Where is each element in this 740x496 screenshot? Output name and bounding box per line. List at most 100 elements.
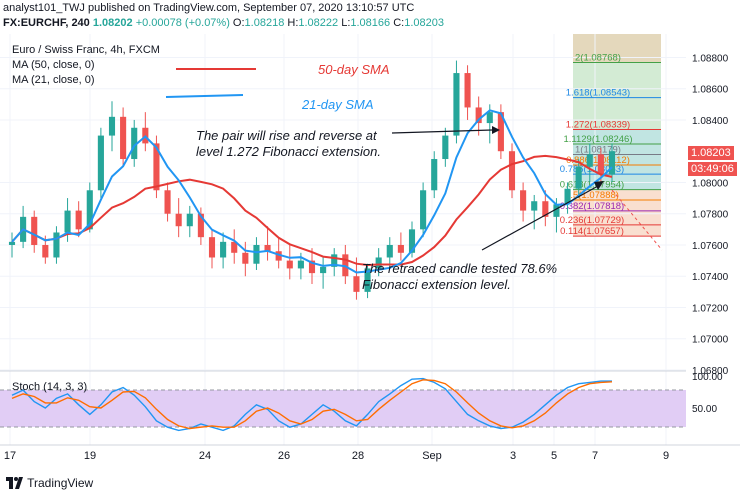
time-tick-label: 28: [352, 450, 364, 462]
candle-body: [297, 260, 304, 269]
sma21-legend-line: [165, 94, 244, 98]
fib-label: 1.1129(1.08246): [563, 134, 632, 145]
fib-zone-lower: [573, 189, 661, 237]
candle-body: [475, 107, 482, 124]
candle-body: [75, 210, 82, 230]
candle-body: [442, 135, 449, 160]
price-change: +0.00078 (+0.07%): [135, 17, 230, 29]
fib-label: 0.5(1.07888): [565, 190, 619, 201]
chart-canvas[interactable]: 2(1.08768) 1.618(1.08543) 1.272(1.08339) 1.…: [0, 0, 740, 472]
tradingview-logo[interactable]: TradingView: [6, 476, 93, 490]
candle-body: [308, 260, 316, 274]
candle-body: [186, 213, 193, 227]
price-tick-label: 1.06800: [692, 366, 729, 377]
time-tick-label: 3: [510, 450, 516, 462]
candle-body: [431, 159, 438, 191]
time-tick-label: 24: [199, 450, 211, 462]
current-price-tag: 1.08203: [688, 146, 734, 160]
time-tick-label: 7: [592, 450, 598, 462]
close-value: 1.08203: [404, 17, 444, 29]
fib-label: 0.382(1.07818): [560, 201, 624, 212]
annotation-1-line2: level 1.272 Fibonacci extension.: [196, 144, 382, 159]
candle-body: [197, 213, 204, 238]
price-tick-label: 1.07800: [692, 210, 729, 221]
annotation-arrowhead-1: [492, 126, 500, 134]
candle-body: [497, 112, 504, 152]
stoch-d-line: [11, 379, 613, 430]
price-axis: 1.08800 1.08600 1.08400 1.08000 1.07800 1.076…: [692, 53, 729, 377]
candle-body: [553, 204, 560, 217]
candle-body: [364, 268, 371, 292]
annotation-arrow-2: [481, 185, 599, 251]
candle-body: [597, 154, 604, 175]
stoch-lines: [11, 377, 613, 432]
fib-label: 1.272(1.08339): [566, 119, 630, 130]
time-tick-label: 26: [278, 450, 290, 462]
candle-body: [375, 257, 382, 269]
ma21-legend: MA (21, close, 0): [12, 74, 95, 86]
fib-label: 2(1.08768): [575, 52, 621, 63]
candle-body: [53, 232, 60, 258]
candle-body: [242, 252, 249, 264]
price-tick-label: 1.08800: [692, 53, 729, 64]
publish-info: analyst101_TWJ published on TradingView.…: [3, 2, 415, 14]
candle-body: [86, 190, 93, 230]
time-tick-label: 17: [4, 450, 16, 462]
candle-body: [131, 127, 138, 160]
candle-body: [453, 73, 460, 136]
candle-body: [286, 260, 293, 269]
candle-body: [64, 210, 71, 233]
candle-body: [108, 116, 116, 136]
sma21-line: [11, 109, 613, 274]
price-tick-label: 1.08400: [692, 116, 729, 127]
candle-body: [31, 216, 38, 245]
sma50-label: 50-day SMA: [318, 62, 390, 77]
fib-label: 0.114(1.07657): [560, 226, 624, 237]
stoch-legend: Stoch (14, 3, 3): [12, 381, 88, 393]
open-value: 1.08218: [244, 17, 285, 29]
candle-body: [120, 116, 127, 160]
candle-body: [231, 241, 238, 253]
candle-body: [608, 151, 616, 175]
candle-body: [564, 188, 571, 205]
brand-name: TradingView: [27, 476, 94, 490]
candle-body: [153, 143, 160, 191]
candle-body: [486, 112, 493, 124]
annotation-1-line1: The pair will rise and reverse at: [196, 128, 377, 143]
candle-body: [575, 166, 582, 189]
stoch-band: [0, 390, 686, 427]
candle-body: [408, 229, 416, 253]
price-axis-bg: [686, 34, 740, 472]
symbol-info: FX:EURCHF, 240 1.08202 +0.00078 (+0.07%)…: [3, 17, 444, 29]
candle-body: [220, 241, 227, 258]
annotation-arrow-1: [391, 129, 493, 134]
time-tick-label: Sep: [422, 450, 442, 462]
annotation-arrowhead-2: [594, 181, 604, 190]
tradingview-icon: [6, 477, 23, 489]
high-value: 1.08222: [298, 17, 339, 29]
price-tick-label: 1.07400: [692, 272, 729, 283]
candle-body: [275, 251, 282, 261]
candle-body: [320, 266, 327, 274]
candle-body: [253, 244, 260, 264]
time-tick-label: 19: [84, 450, 96, 462]
stoch-axis: 100.00 50.00: [692, 372, 723, 415]
annotation-2-line1: The retraced candle tested 78.6%: [362, 261, 558, 276]
projection-line: [611, 189, 663, 251]
last-price: 1.08202: [92, 17, 133, 29]
fib-zone-upper: [573, 62, 661, 130]
sma50-line: [11, 154, 613, 267]
time-tick-label: 5: [551, 450, 557, 462]
symbol: FX:EURCHF, 240: [3, 17, 90, 29]
candle-body: [8, 241, 16, 245]
fib-label: 1(1.08179): [575, 144, 621, 155]
price-tick-label: 1.08600: [692, 85, 729, 96]
candle-body: [331, 254, 338, 267]
candle-body: [175, 213, 182, 227]
chart-title: Euro / Swiss Franc, 4h, FXCM: [12, 44, 160, 56]
candle-body: [97, 135, 104, 191]
low-value: 1.08166: [350, 17, 391, 29]
stoch-tick-label: 100.00: [692, 372, 723, 383]
candle-body: [531, 201, 538, 211]
fib-label: 1.618(1.08543): [566, 88, 630, 99]
